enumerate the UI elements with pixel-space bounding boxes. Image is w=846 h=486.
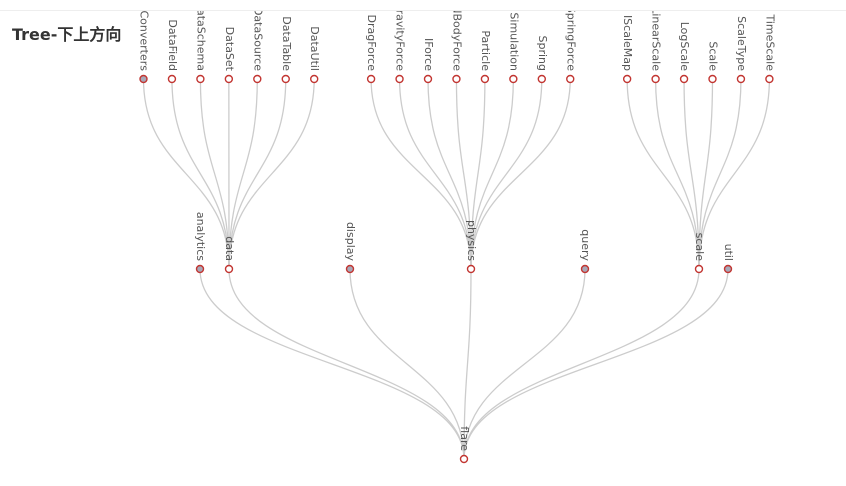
tree-link-data-datasource [228, 78, 258, 270]
tree-label-datasource: DataSource [251, 7, 264, 71]
tree-label-iforce: IForce [422, 38, 435, 71]
tree-link-scale-logscale [683, 78, 700, 270]
tree-link-physics-simulation [470, 78, 514, 270]
chart-title: Tree-下上方向 [12, 25, 122, 44]
tree-link-flare-scale [463, 268, 700, 460]
tree-link-flare-query [463, 268, 586, 460]
tree-link-physics-nbodyforce [455, 78, 472, 270]
tree-label-scale: scale [693, 233, 706, 262]
tree-link-physics-spring [470, 78, 543, 270]
tree-link-flare-util [463, 268, 729, 460]
tree-node-springforce[interactable] [566, 74, 575, 84]
tree-node-dataschema[interactable] [196, 74, 205, 84]
tree-link-flare-data [228, 268, 465, 460]
tree-labels: flare analytics data Converters DataField Dat… [138, 1, 777, 451]
tree-node-datasource[interactable] [253, 74, 262, 84]
tree-node-nbodyforce[interactable] [452, 74, 461, 84]
top-divider [0, 10, 846, 11]
tree-label-datautil: DataUtil [308, 26, 321, 71]
tree-label-dataschema: DataSchema [194, 1, 207, 72]
tree-label-iscalemap: IScaleMap [621, 15, 634, 71]
tree-node-spring[interactable] [537, 74, 546, 84]
tree-label-nbodyforce: NBodyForce [450, 5, 463, 71]
tree-label-simulation: Simulation [507, 12, 520, 71]
tree-label-dragforce: DragForce [365, 15, 378, 72]
tree-label-datatable: DataTable [280, 16, 293, 71]
tree-link-physics-dragforce [370, 78, 472, 270]
tree-label-dataset: DataSet [223, 27, 236, 72]
tree-link-scale-linearscale [654, 78, 700, 270]
tree-node-gravityforce[interactable] [395, 74, 404, 84]
tree-node-data[interactable] [224, 264, 234, 274]
tree-node-scaletype[interactable] [736, 74, 746, 84]
tree-label-converters: Converters [138, 10, 151, 71]
tree-node-datatable[interactable] [281, 74, 290, 84]
tree-node-dragforce[interactable] [366, 74, 376, 84]
tree-label-logscale: LogScale [678, 22, 691, 71]
tree-label-scaletype: ScaleType [735, 16, 748, 71]
tree-node-scale[interactable] [708, 74, 717, 84]
tree-node-simulation[interactable] [509, 74, 518, 84]
tree-link-physics-springforce [470, 78, 571, 270]
tree-node-logscale[interactable] [679, 74, 689, 84]
tree-link-scale-scaletype [698, 78, 742, 270]
tree-links [142, 78, 771, 460]
tree-node-iscalemap[interactable] [622, 74, 632, 84]
tree-label-util: util [722, 244, 735, 261]
tree-label-physics: physics [465, 220, 478, 261]
tree-link-physics-particle [470, 78, 486, 270]
tree-label-flare: flare [458, 426, 471, 451]
tree-node-physics[interactable] [466, 264, 476, 274]
tree-link-data-dataschema [199, 78, 230, 270]
tree-label-gravityforce: GravityForce [394, 1, 407, 71]
tree-label-particle: Particle [479, 30, 492, 71]
tree-node-linearscale[interactable] [651, 74, 660, 84]
tree-label-scale: Scale [707, 41, 720, 71]
tree-label-linearscale: LinearScale [650, 7, 663, 71]
tree-node-timescale[interactable] [765, 74, 774, 84]
tree-link-physics-iforce [427, 78, 472, 270]
tree-label-analytics: analytics [194, 212, 207, 261]
tree-label-spring: Spring [536, 36, 549, 72]
tree-link-flare-analytics [199, 268, 465, 460]
tree-link-data-datautil [228, 78, 315, 270]
tree-node-query[interactable] [580, 264, 590, 274]
tree-label-timescale: TimeScale [763, 13, 776, 71]
tree-link-flare-display [349, 268, 465, 460]
tree-link-data-converters [142, 78, 230, 270]
tree-link-scale-scale [698, 78, 714, 270]
tree-node-iforce[interactable] [423, 74, 433, 84]
tree-link-physics-gravityforce [398, 78, 472, 270]
tree-label-query: query [579, 229, 592, 261]
tree-label-data: data [223, 236, 236, 261]
tree-label-display: display [344, 222, 357, 262]
tree-node-display[interactable] [345, 264, 355, 274]
tree-node-analytics[interactable] [195, 264, 205, 274]
tree-node-datautil[interactable] [310, 74, 319, 84]
tree-node-dataset[interactable] [224, 74, 234, 84]
tree-node-converters[interactable] [139, 74, 148, 84]
tree-node-scale[interactable] [694, 264, 704, 274]
tree-node-datafield[interactable] [167, 74, 177, 84]
tree-node-particle[interactable] [480, 74, 490, 84]
tree-link-data-datatable [228, 78, 287, 270]
tree-link-flare-physics [463, 268, 472, 460]
tree-link-data-datafield [171, 78, 230, 270]
tree-link-scale-iscalemap [626, 78, 700, 270]
tree-label-datafield: DataField [166, 19, 179, 71]
tree-label-springforce: SpringForce [564, 6, 577, 71]
tree-link-scale-timescale [698, 78, 771, 270]
tree-node-util[interactable] [723, 264, 733, 274]
tree-node-flare[interactable] [459, 454, 469, 464]
tree-nodes [139, 74, 774, 464]
